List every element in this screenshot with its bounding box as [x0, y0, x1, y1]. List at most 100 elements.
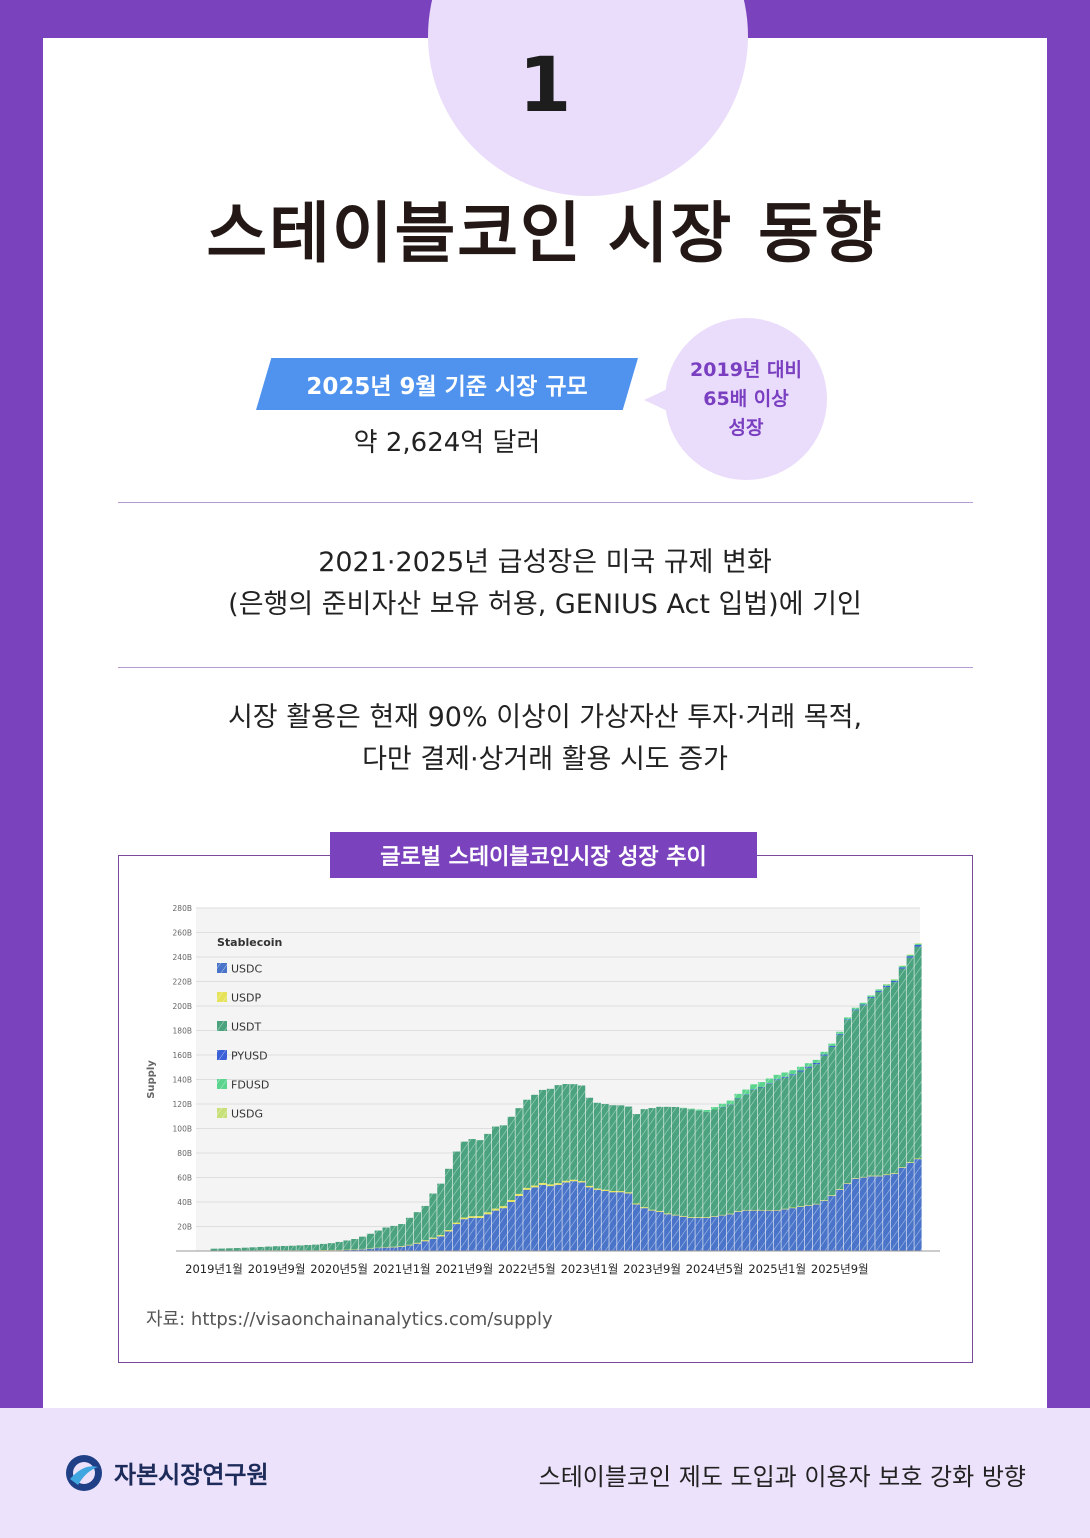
bar-usdc-21	[374, 1248, 382, 1251]
bar-fdusd-72	[773, 1074, 781, 1080]
bar-usdc-61	[687, 1217, 695, 1251]
bar-usdt-63	[703, 1111, 711, 1218]
bar-usdp-38	[507, 1200, 515, 1202]
bar-usdp-23	[390, 1246, 398, 1248]
bar-usdc-51	[609, 1192, 617, 1251]
bar-usdc-77	[812, 1204, 820, 1251]
x-tick-label: 2023년9월	[623, 1262, 681, 1276]
report-title: 스테이블코인 제도 도입과 이용자 보호 강화 방향	[538, 1463, 1026, 1491]
bar-usdt-81	[844, 1020, 852, 1184]
bar-pyusd-82	[851, 1009, 860, 1011]
bar-usdp-82	[851, 1178, 860, 1179]
bar-usdp-33	[468, 1216, 476, 1218]
bar-fdusd-67	[734, 1093, 742, 1099]
y-tick-label: 80B	[177, 1149, 192, 1158]
bar-usdc-75	[797, 1206, 805, 1251]
bar-usdc-73	[781, 1209, 789, 1251]
bar-pyusd-83	[859, 1004, 867, 1006]
bar-usdc-54	[632, 1204, 640, 1251]
bar-usdp-34	[476, 1216, 484, 1218]
bar-usdc-58	[664, 1214, 672, 1251]
bar-usdc-52	[617, 1192, 625, 1251]
bar-usdp-49	[593, 1188, 601, 1190]
bar-usdc-55	[640, 1208, 648, 1251]
growth-bubble-line1: 2019년 대비	[690, 358, 802, 381]
bar-usdt-74	[789, 1075, 797, 1208]
bar-usdt-15	[327, 1243, 335, 1250]
bar-usdp-86	[883, 1174, 891, 1176]
y-tick-label: 260B	[173, 929, 192, 938]
bar-usdp-39	[515, 1193, 523, 1196]
bar-usdc-47	[578, 1182, 586, 1251]
bar-usdt-41	[531, 1094, 539, 1186]
y-tick-label: 180B	[173, 1027, 192, 1036]
bar-pyusd-86	[883, 985, 891, 988]
bar-usdc-60	[679, 1216, 687, 1251]
y-axis-label: Supply	[146, 1060, 157, 1099]
bar-usdc-68	[742, 1210, 750, 1251]
bar-usdt-57	[656, 1106, 664, 1211]
bar-usdp-57	[656, 1210, 664, 1212]
bar-usdp-35	[484, 1212, 492, 1215]
bar-usdc-19	[359, 1249, 367, 1251]
growth-bubble-line2: 65배 이상	[703, 387, 789, 410]
bar-usdc-17	[343, 1249, 351, 1251]
bar-pyusd-81	[844, 1019, 852, 1021]
bar-usdt-32	[460, 1141, 468, 1218]
bar-usdt-49	[593, 1102, 601, 1189]
market-size-value: 약 2,624억 달러	[353, 428, 541, 458]
bar-usdp-74	[789, 1207, 797, 1209]
legend-swatch-usdt	[217, 1021, 227, 1031]
bar-usdt-64	[711, 1109, 719, 1217]
bar-usdc-34	[476, 1217, 484, 1251]
bar-usdc-76	[804, 1205, 813, 1251]
bar-usdc-56	[648, 1210, 656, 1251]
bar-fdusd-89	[906, 954, 914, 957]
bar-pyusd-74	[789, 1074, 797, 1076]
bar-usdc-79	[828, 1195, 836, 1251]
bar-usdt-51	[609, 1105, 617, 1191]
bar-pyusd-90	[914, 944, 922, 947]
bar-usdt-24	[398, 1224, 406, 1247]
bar-usdc-78	[820, 1200, 828, 1251]
bar-usdp-30	[445, 1230, 453, 1232]
bar-usdc-67	[734, 1211, 742, 1251]
bar-usdp-32	[460, 1217, 468, 1220]
legend-label-usdg: USDG	[231, 1108, 263, 1121]
bar-usdt-67	[734, 1098, 742, 1212]
bar-usdp-90	[914, 1158, 922, 1160]
bar-usdt-88	[898, 968, 906, 1168]
bar-usdt-71	[765, 1083, 773, 1210]
axis-layer: 20B 40B 60B 80B 100B 120B 140B 160B 180B 200B 220B…	[146, 904, 940, 1276]
bar-usdt-70	[757, 1087, 766, 1210]
bar-pyusd-87	[890, 980, 899, 983]
bar-usdp-67	[734, 1211, 742, 1212]
bar-fdusd-81	[844, 1017, 852, 1020]
y-tick-label: 160B	[173, 1051, 192, 1060]
bar-usdc-53	[624, 1193, 633, 1251]
bar-usdp-70	[757, 1209, 766, 1211]
bar-usdc-65	[718, 1215, 727, 1251]
bar-usdt-36	[492, 1126, 500, 1209]
bar-usdt-27	[421, 1205, 429, 1241]
footer	[0, 1408, 1090, 1538]
bar-usdt-61	[687, 1109, 695, 1218]
bar-usdp-61	[687, 1217, 695, 1218]
bar-usdp-37	[499, 1206, 508, 1209]
bar-fdusd-88	[898, 965, 906, 968]
bar-pyusd-80	[836, 1033, 844, 1035]
bar-usdc-86	[883, 1175, 891, 1251]
bar-usdc-40	[523, 1189, 531, 1251]
bar-usdc-80	[836, 1189, 844, 1251]
bar-usdt-38	[507, 1116, 515, 1201]
bar-usdc-38	[507, 1202, 515, 1251]
bar-fdusd-86	[883, 984, 891, 986]
legend-swatch-usdg	[217, 1108, 227, 1118]
x-tick-label: 2025년1월	[748, 1262, 806, 1276]
bar-fdusd-64	[711, 1107, 719, 1110]
bar-usdt-22	[382, 1227, 390, 1248]
bar-pyusd-88	[898, 967, 906, 969]
bar-usdp-31	[452, 1222, 461, 1225]
bar-usdc-46	[570, 1181, 578, 1251]
bar-fdusd-73	[781, 1072, 789, 1077]
